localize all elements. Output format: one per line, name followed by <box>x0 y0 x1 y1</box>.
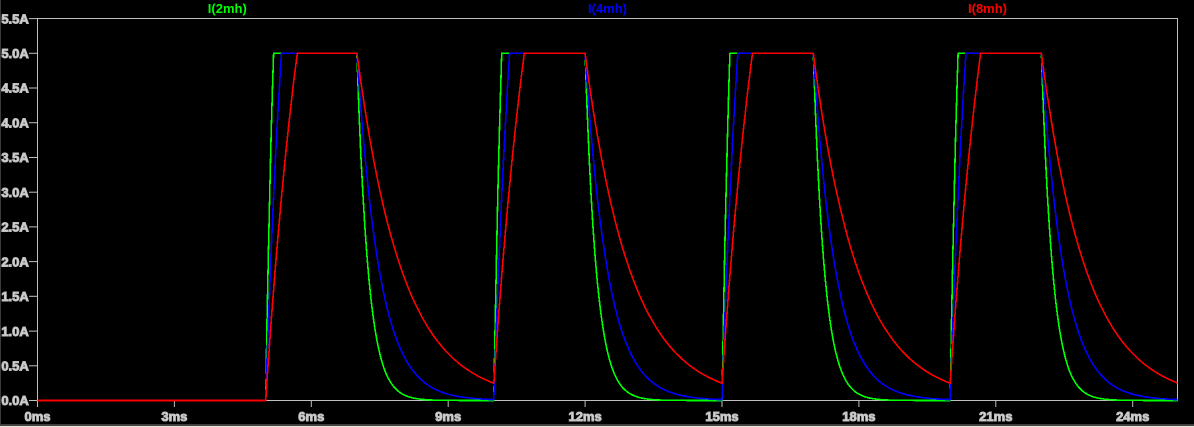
svg-text:3.5A: 3.5A <box>1 150 29 165</box>
svg-text:6ms: 6ms <box>298 409 324 424</box>
svg-text:0.5A: 0.5A <box>1 359 29 374</box>
svg-text:9ms: 9ms <box>435 409 461 424</box>
svg-text:0.0A: 0.0A <box>1 393 29 408</box>
svg-text:15ms: 15ms <box>705 409 738 424</box>
svg-text:3.0A: 3.0A <box>1 185 29 200</box>
svg-text:12ms: 12ms <box>568 409 601 424</box>
svg-text:4.0A: 4.0A <box>1 115 29 130</box>
svg-text:1.0A: 1.0A <box>1 324 29 339</box>
svg-text:0ms: 0ms <box>24 409 50 424</box>
svg-text:18ms: 18ms <box>842 409 875 424</box>
svg-text:I(8mh): I(8mh) <box>968 1 1007 16</box>
svg-text:I(2mh): I(2mh) <box>208 1 247 16</box>
svg-text:3ms: 3ms <box>161 409 187 424</box>
svg-text:5.5A: 5.5A <box>1 11 29 26</box>
svg-text:2.5A: 2.5A <box>1 220 29 235</box>
svg-text:1.5A: 1.5A <box>1 289 29 304</box>
svg-text:21ms: 21ms <box>979 409 1012 424</box>
svg-text:2.0A: 2.0A <box>1 254 29 269</box>
svg-text:5.0A: 5.0A <box>1 46 29 61</box>
svg-text:I(4mh): I(4mh) <box>588 1 627 16</box>
svg-text:4.5A: 4.5A <box>1 81 29 96</box>
svg-text:24ms: 24ms <box>1116 409 1149 424</box>
